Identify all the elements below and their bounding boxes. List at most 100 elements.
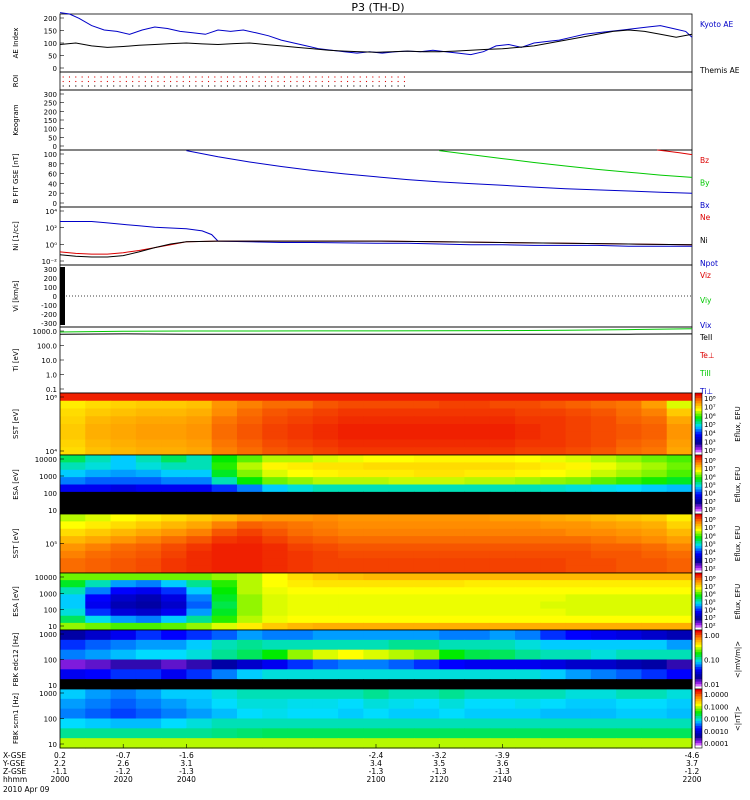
heatmap-cell bbox=[236, 689, 263, 700]
heatmap-cell bbox=[110, 738, 137, 749]
colorbar-segment bbox=[695, 606, 702, 610]
heatmap-cell bbox=[262, 718, 289, 729]
heatmap-cell bbox=[515, 514, 541, 522]
heatmap-cell bbox=[464, 447, 491, 456]
colorbar-segment bbox=[695, 696, 702, 700]
heatmap-cell bbox=[540, 469, 567, 478]
heatmap-cell bbox=[540, 608, 567, 617]
heatmap-cell bbox=[186, 455, 213, 463]
heatmap-cell bbox=[540, 550, 567, 559]
colorbar-tick-label: 0.01 bbox=[704, 681, 720, 689]
colorbar-segment bbox=[695, 644, 702, 648]
heatmap-cell bbox=[312, 708, 339, 720]
heatmap-cell bbox=[489, 477, 516, 486]
heatmap-cell bbox=[641, 587, 668, 595]
colorbar-segment bbox=[695, 587, 702, 591]
colorbar-segment bbox=[695, 494, 702, 498]
heatmap-cell bbox=[211, 708, 238, 720]
heatmap-cell bbox=[565, 550, 592, 559]
roi-dot bbox=[151, 85, 153, 87]
roi-dot bbox=[346, 76, 349, 78]
heatmap-cell bbox=[413, 514, 440, 522]
heatmap-cell bbox=[515, 521, 541, 530]
heatmap-cell bbox=[641, 580, 668, 588]
heatmap-cell bbox=[515, 649, 541, 661]
heatmap-cell bbox=[60, 462, 86, 471]
roi-dot bbox=[81, 76, 83, 78]
heatmap-cell bbox=[363, 543, 390, 552]
heatmap-cell bbox=[186, 506, 213, 515]
heatmap-cell bbox=[287, 659, 314, 670]
heatmap-cell bbox=[388, 639, 415, 651]
heatmap-cell bbox=[641, 708, 668, 720]
heatmap-cell bbox=[540, 601, 567, 610]
heatmap-cell bbox=[565, 499, 592, 508]
heatmap-cell bbox=[439, 728, 466, 739]
heatmap-cell bbox=[388, 439, 415, 448]
heatmap-cell bbox=[439, 669, 466, 680]
heatmap-cell bbox=[641, 499, 668, 508]
heatmap-cell bbox=[287, 416, 314, 425]
heatmap-cell bbox=[388, 689, 415, 700]
heatmap-cell bbox=[135, 587, 162, 595]
x-tick-value: 2100 bbox=[366, 775, 385, 784]
heatmap-cell bbox=[338, 499, 364, 508]
series-line-by bbox=[439, 150, 693, 178]
heatmap-cell bbox=[338, 708, 364, 720]
heatmap-cell bbox=[540, 565, 567, 574]
heatmap-cell bbox=[161, 424, 187, 433]
heatmap-cell bbox=[439, 477, 466, 486]
roi-dot bbox=[144, 80, 146, 83]
heatmap-cell bbox=[439, 543, 466, 552]
heatmap-cell bbox=[565, 622, 592, 631]
heatmap-cell bbox=[211, 669, 238, 680]
heatmap-cell bbox=[540, 679, 567, 690]
panel-sst_ion bbox=[59, 392, 703, 456]
heatmap-cell bbox=[186, 649, 213, 661]
heatmap-cell bbox=[287, 639, 314, 651]
heatmap-cell bbox=[464, 728, 491, 739]
heatmap-cell bbox=[211, 477, 238, 486]
y-tick-label: 100 bbox=[44, 40, 57, 48]
heatmap-cell bbox=[489, 506, 516, 515]
heatmap-cell bbox=[186, 400, 213, 410]
heatmap-cell bbox=[590, 679, 617, 690]
heatmap-cell bbox=[110, 447, 137, 456]
y-tick-label: 10.0 bbox=[41, 357, 57, 365]
colorbar-segment bbox=[695, 723, 702, 727]
heatmap-cell bbox=[135, 521, 162, 530]
heatmap-cell bbox=[616, 439, 643, 448]
colorbar-tick-label: 0.0010 bbox=[704, 728, 729, 736]
heatmap-cell bbox=[666, 639, 693, 651]
colorbar-segment bbox=[695, 608, 702, 612]
colorbar-segment bbox=[695, 543, 702, 547]
x-tick-value: -1.3 bbox=[495, 767, 510, 776]
colorbar-segment bbox=[695, 482, 702, 485]
heatmap-cell bbox=[60, 484, 86, 493]
heatmap-cell bbox=[565, 649, 592, 661]
roi-dot bbox=[176, 76, 178, 78]
colorbar-segment bbox=[695, 613, 702, 617]
series-line-npot bbox=[59, 240, 693, 258]
heatmap-cell bbox=[616, 708, 643, 720]
colorbar-segment bbox=[695, 413, 702, 417]
heatmap-cell bbox=[413, 408, 440, 417]
heatmap-cell bbox=[540, 659, 567, 670]
heatmap-cell bbox=[616, 718, 643, 729]
heatmap-cell bbox=[85, 491, 112, 500]
roi-dot bbox=[359, 80, 361, 83]
heatmap-cell bbox=[489, 608, 516, 617]
heatmap-cell bbox=[60, 718, 86, 729]
x-tick-value: 2040 bbox=[177, 775, 196, 784]
roi-dot bbox=[75, 76, 77, 78]
heatmap-cell bbox=[388, 400, 415, 410]
y-tick-label: 10 bbox=[48, 507, 57, 515]
y-tick-label: 0 bbox=[53, 143, 57, 151]
x-tick-value: -1.2 bbox=[116, 767, 131, 776]
roi-dot bbox=[245, 85, 248, 87]
heatmap-cell bbox=[110, 514, 137, 522]
roi-dot bbox=[346, 80, 349, 83]
heatmap-cell bbox=[388, 594, 415, 603]
roi-dot bbox=[403, 85, 406, 87]
colorbar-tick-label: 0.0100 bbox=[704, 716, 729, 724]
